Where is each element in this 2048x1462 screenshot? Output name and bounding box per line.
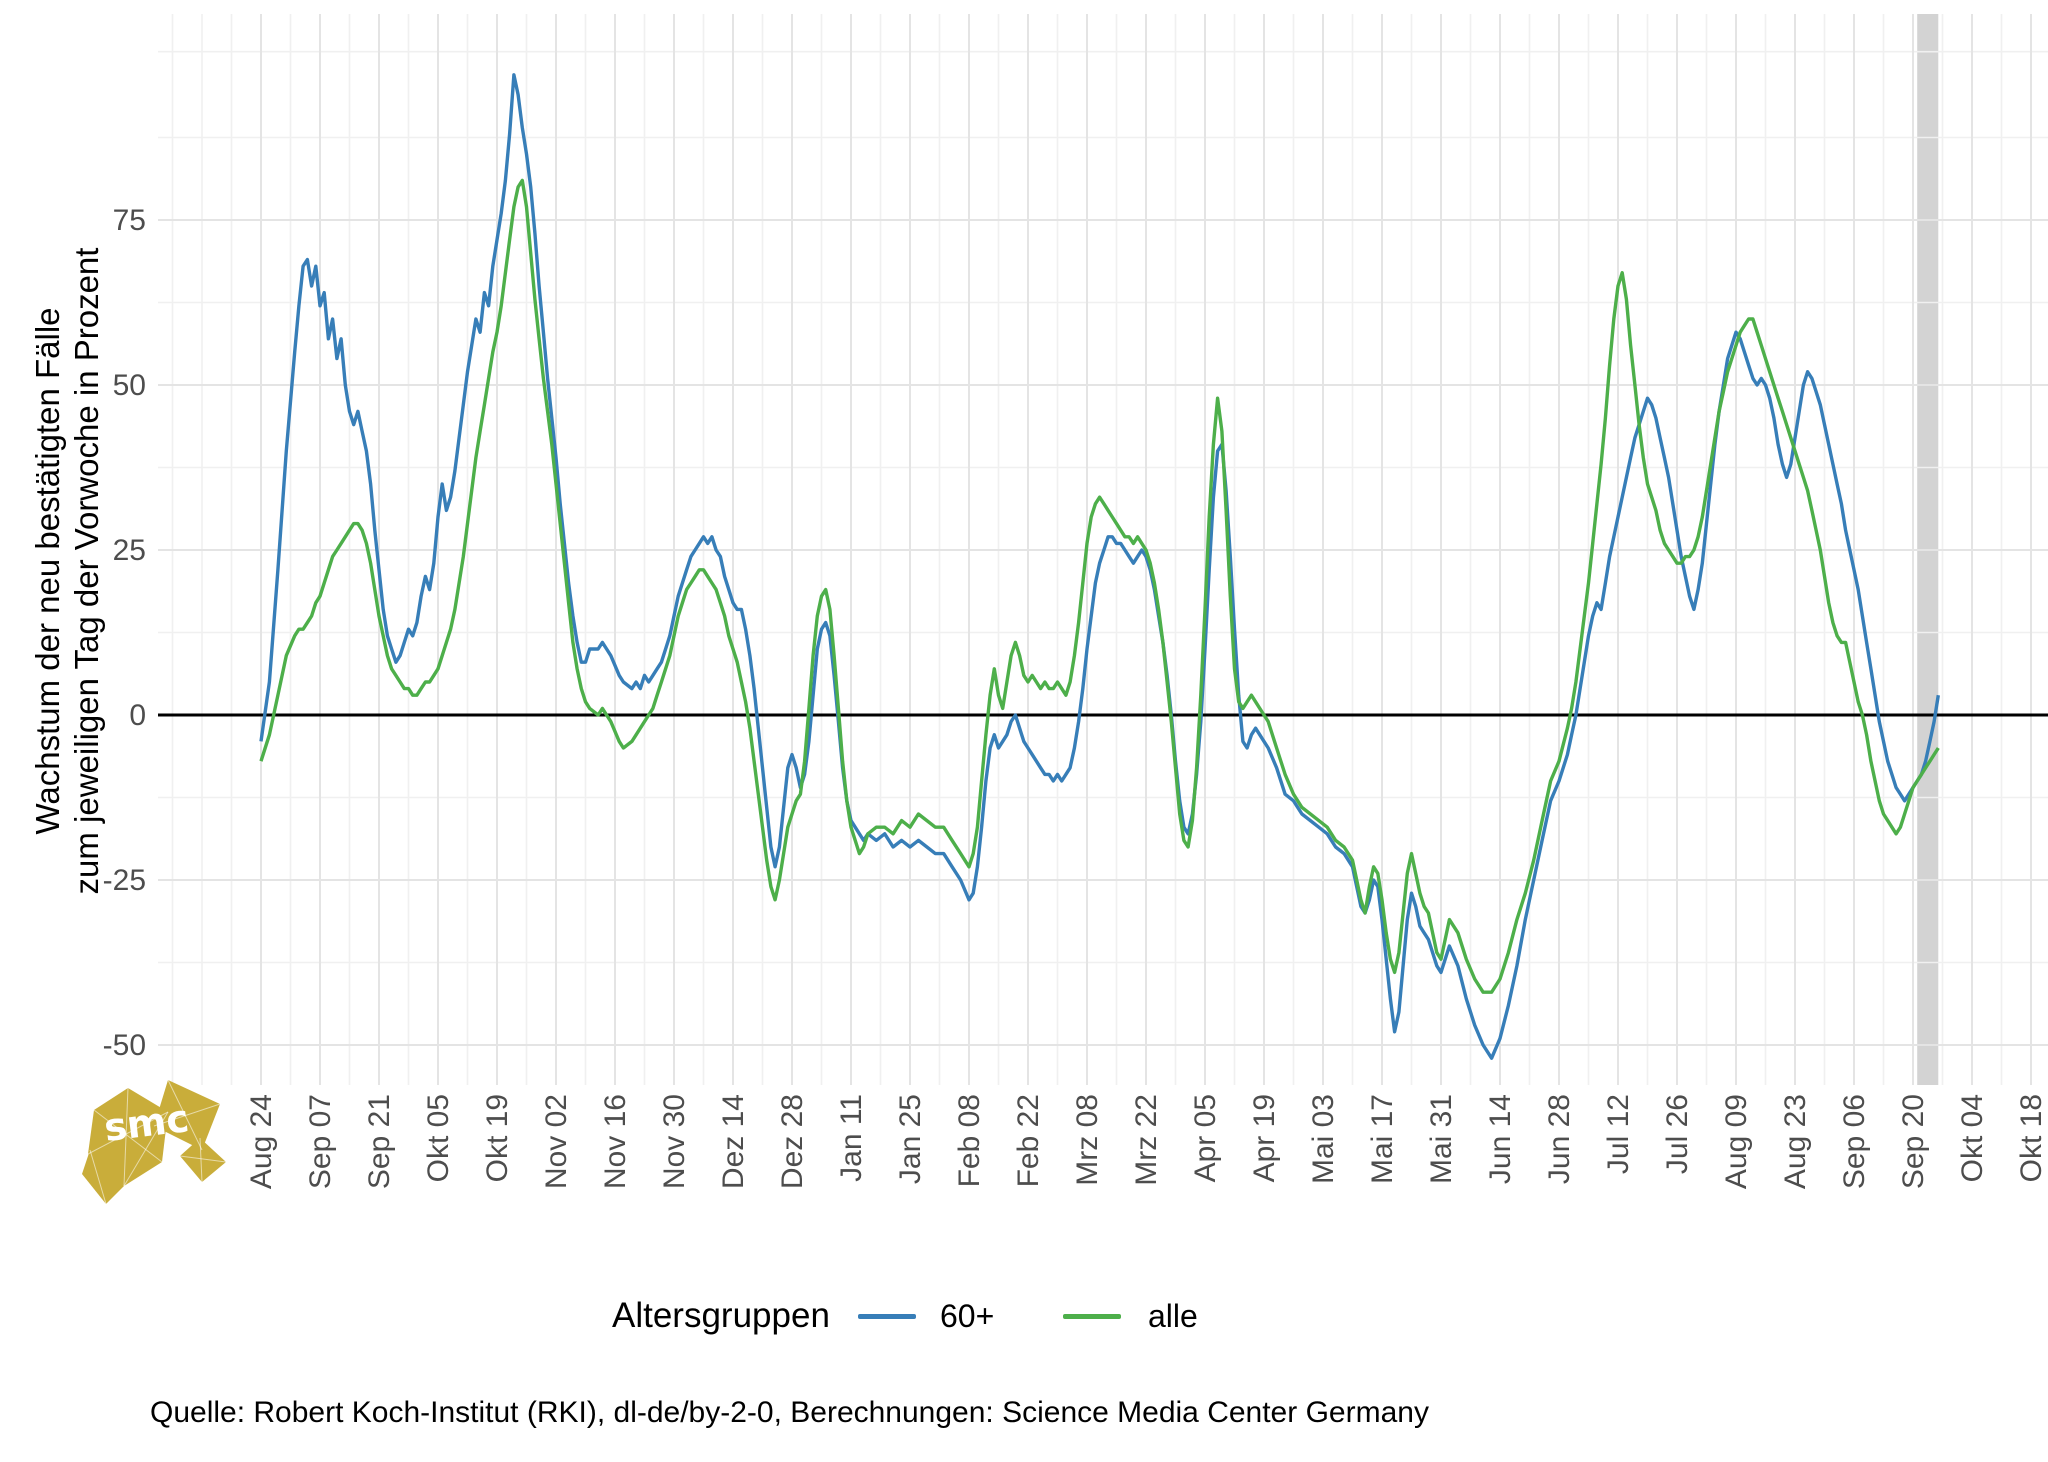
series-lines: [259, 73, 1940, 1060]
x-tick-label: Jun 14: [1484, 1094, 1517, 1184]
y-tick-label: -50: [103, 1029, 146, 1062]
smc-logo: smc: [82, 1079, 227, 1205]
x-tick-label: Aug 09: [1720, 1094, 1753, 1189]
x-tick-label: Nov 30: [658, 1094, 691, 1189]
y-tick-label: -25: [103, 864, 146, 897]
x-tick-label: Okt 04: [1956, 1094, 1989, 1182]
x-tick-label: Nov 16: [599, 1094, 632, 1189]
y-axis-title: Wachstum der neu bestätigten Fälle zum j…: [28, 41, 108, 1101]
x-tick-label: Dez 28: [776, 1094, 809, 1189]
x-tick-label: Mrz 08: [1071, 1094, 1104, 1186]
y-axis-tick-labels: 75 50 25 0 -25 -50: [103, 204, 146, 1062]
x-tick-label: Dez 14: [717, 1094, 750, 1189]
x-tick-label: Feb 08: [953, 1094, 986, 1187]
y-tick-label: 75: [113, 204, 146, 237]
y-tick-label: 25: [113, 534, 146, 567]
x-tick-label: Jul 12: [1602, 1094, 1635, 1174]
x-tick-label: Feb 22: [1012, 1094, 1045, 1187]
x-tick-label: Jan 11: [835, 1094, 868, 1182]
source-attribution: Quelle: Robert Koch-Institut (RKI), dl-d…: [150, 1396, 1429, 1429]
x-tick-label: Sep 06: [1838, 1094, 1871, 1189]
y-tick-label: 50: [113, 369, 146, 402]
x-tick-label: Jul 26: [1661, 1094, 1694, 1174]
x-tick-label: Mai 17: [1366, 1094, 1399, 1184]
x-tick-label: Okt 18: [2015, 1094, 2048, 1182]
legend-key-60plus: [858, 1314, 916, 1319]
legend-title: Altersgruppen: [612, 1296, 830, 1335]
x-tick-label: Aug 23: [1779, 1094, 1812, 1189]
x-tick-label: Sep 07: [304, 1094, 337, 1189]
x-tick-label: Mrz 22: [1130, 1094, 1163, 1186]
x-tick-label: Sep 20: [1897, 1094, 1930, 1189]
x-tick-label: Jun 28: [1543, 1094, 1576, 1184]
y-axis-title-line1: Wachstum der neu bestätigten Fälle: [29, 307, 66, 835]
x-tick-label: Okt 05: [422, 1094, 455, 1182]
x-tick-label: Apr 05: [1189, 1094, 1222, 1182]
y-axis-title-line2: zum jeweiligen Tag der Vorwoche in Proze…: [68, 247, 105, 895]
smc-logo-text: smc: [102, 1096, 191, 1150]
y-tick-label: 0: [129, 699, 146, 732]
x-tick-label: Nov 02: [540, 1094, 573, 1189]
legend-key-alle: [1063, 1314, 1121, 1319]
x-tick-label: Okt 19: [481, 1094, 514, 1182]
x-tick-label: Jan 25: [894, 1094, 927, 1184]
legend: Altersgruppen 60+ alle: [0, 1296, 2048, 1344]
x-tick-label: Aug 24: [245, 1094, 278, 1189]
smc-logo-crystal: [82, 1079, 227, 1205]
legend-label-alle: alle: [1148, 1298, 1198, 1334]
x-tick-label: Apr 19: [1248, 1094, 1281, 1182]
series-alle-line: [259, 178, 1940, 994]
series-60plus-line: [259, 73, 1940, 1060]
x-tick-label: Sep 21: [363, 1094, 396, 1189]
x-tick-label: Mai 31: [1425, 1094, 1458, 1184]
legend-label-60plus: 60+: [940, 1298, 995, 1334]
x-axis-tick-labels: Aug 24 Sep 07 Sep 21 Okt 05 Okt 19 Nov 02 Nov …: [245, 1094, 2048, 1189]
x-tick-label: Mai 03: [1307, 1094, 1340, 1184]
gridlines-major: [158, 14, 2048, 1085]
